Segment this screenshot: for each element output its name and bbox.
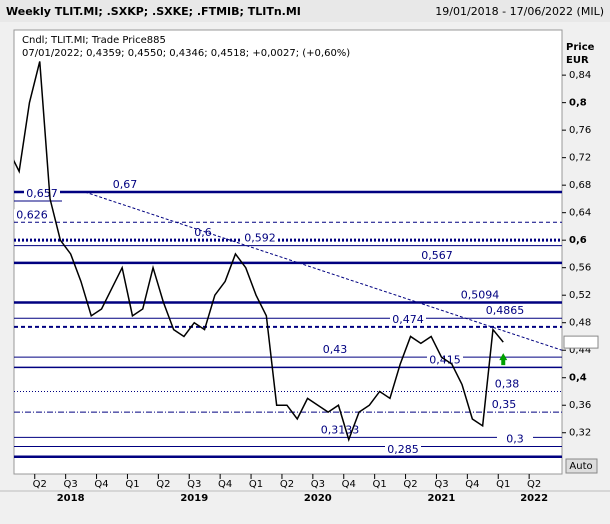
y-tick-label: 0,6	[569, 235, 587, 246]
x-tick-label: Q3	[64, 479, 78, 490]
x-tick-label: Q1	[373, 479, 387, 490]
last-price-box	[563, 335, 599, 349]
level-label-bg	[497, 433, 533, 445]
x-tick-label: Q3	[187, 479, 201, 490]
info-line: 07/01/2022; 0,4359; 0,4550; 0,4346; 0,45…	[22, 48, 350, 59]
level-label: 0,657	[26, 187, 58, 200]
x-tick-label: Q4	[94, 479, 108, 490]
x-tick-label: Q2	[280, 479, 294, 490]
plot-area	[13, 29, 563, 475]
y-axis-label: Price	[566, 42, 595, 53]
y-tick-label: 0,8	[569, 98, 587, 109]
auto-button-label[interactable]: Auto	[569, 461, 592, 472]
chart-title: Weekly TLIT.MI; .SXKP; .SXKE; .FTMIB; TL…	[6, 5, 301, 18]
x-tick-label: Q2	[156, 479, 170, 490]
level-label-bg	[185, 227, 221, 239]
x-tick-label: Q2	[33, 479, 47, 490]
y-tick-label: 0,84	[569, 70, 591, 81]
level-label-bg	[322, 424, 358, 436]
level-label-bg	[14, 209, 50, 221]
level-label: 0,35	[492, 398, 517, 411]
trendline	[84, 191, 563, 351]
level-label-bg	[24, 187, 60, 199]
level-label-bg	[486, 399, 522, 411]
level-label: 0,285	[387, 443, 419, 456]
level-label-bg	[242, 232, 278, 244]
y-tick-label: 0,68	[569, 180, 591, 191]
price-line	[14, 61, 504, 442]
x-year-label: 2022	[520, 493, 548, 504]
y-tick-label: 0,48	[569, 318, 591, 329]
x-tick-label: Q1	[125, 479, 139, 490]
x-tick-label: Q2	[403, 479, 417, 490]
x-tick-label: Q4	[218, 479, 232, 490]
level-label: 0,592	[244, 232, 276, 245]
level-label-bg	[390, 313, 426, 325]
y-tick-label: 0,72	[569, 153, 591, 164]
y-tick-label: 0,64	[569, 208, 591, 219]
x-year-label: 2021	[428, 493, 456, 504]
x-year-label: 2018	[57, 493, 85, 504]
legend-entry: Cndl; TLIT.MI; Trade Price885	[22, 35, 166, 46]
x-year-label: 2020	[304, 493, 332, 504]
y-tick-label: 0,44	[569, 345, 591, 356]
level-label: 0,3	[506, 432, 524, 445]
level-label-bg	[419, 249, 455, 261]
date-range: 19/01/2018 - 17/06/2022 (MIL)	[435, 5, 604, 18]
x-tick-label: Q3	[311, 479, 325, 490]
level-label-bg	[107, 179, 143, 191]
x-tick-label: Q3	[434, 479, 448, 490]
x-tick-label: Q4	[342, 479, 356, 490]
level-label: 0,38	[495, 377, 520, 390]
x-tick-label: Q4	[465, 479, 479, 490]
y-tick-label: 0,52	[569, 290, 591, 301]
level-label: 0,43	[323, 343, 348, 356]
x-tick-label: Q1	[496, 479, 510, 490]
last-price-arrow	[499, 353, 508, 366]
y-tick-label: 0,56	[569, 263, 591, 274]
level-label: 0,626	[16, 208, 48, 221]
level-label: 0,4865	[486, 304, 525, 317]
level-label: 0,67	[113, 178, 138, 191]
level-label-bg	[462, 289, 498, 301]
x-tick-label: Q2	[527, 479, 541, 490]
header	[0, 0, 610, 22]
y-tick-label: 0,36	[569, 400, 591, 411]
level-label-bg	[385, 443, 421, 455]
level-label-bg	[317, 344, 353, 356]
level-label-bg	[487, 305, 523, 317]
x-tick-label: Q1	[249, 479, 263, 490]
y-tick-label: 0,4	[569, 373, 587, 384]
x-year-label: 2019	[180, 493, 208, 504]
level-label-bg	[489, 378, 525, 390]
auto-button[interactable]	[565, 458, 598, 474]
y-tick-label: 0,76	[569, 125, 591, 136]
y-tick-label: 0,32	[569, 428, 591, 439]
y-axis-unit: EUR	[566, 55, 589, 66]
level-label: 0,5094	[461, 288, 500, 301]
level-label: 0,567	[421, 249, 453, 262]
level-label: 0,6	[194, 226, 212, 239]
level-label: 0,474	[392, 313, 424, 326]
level-label: 0,3133	[321, 423, 360, 436]
